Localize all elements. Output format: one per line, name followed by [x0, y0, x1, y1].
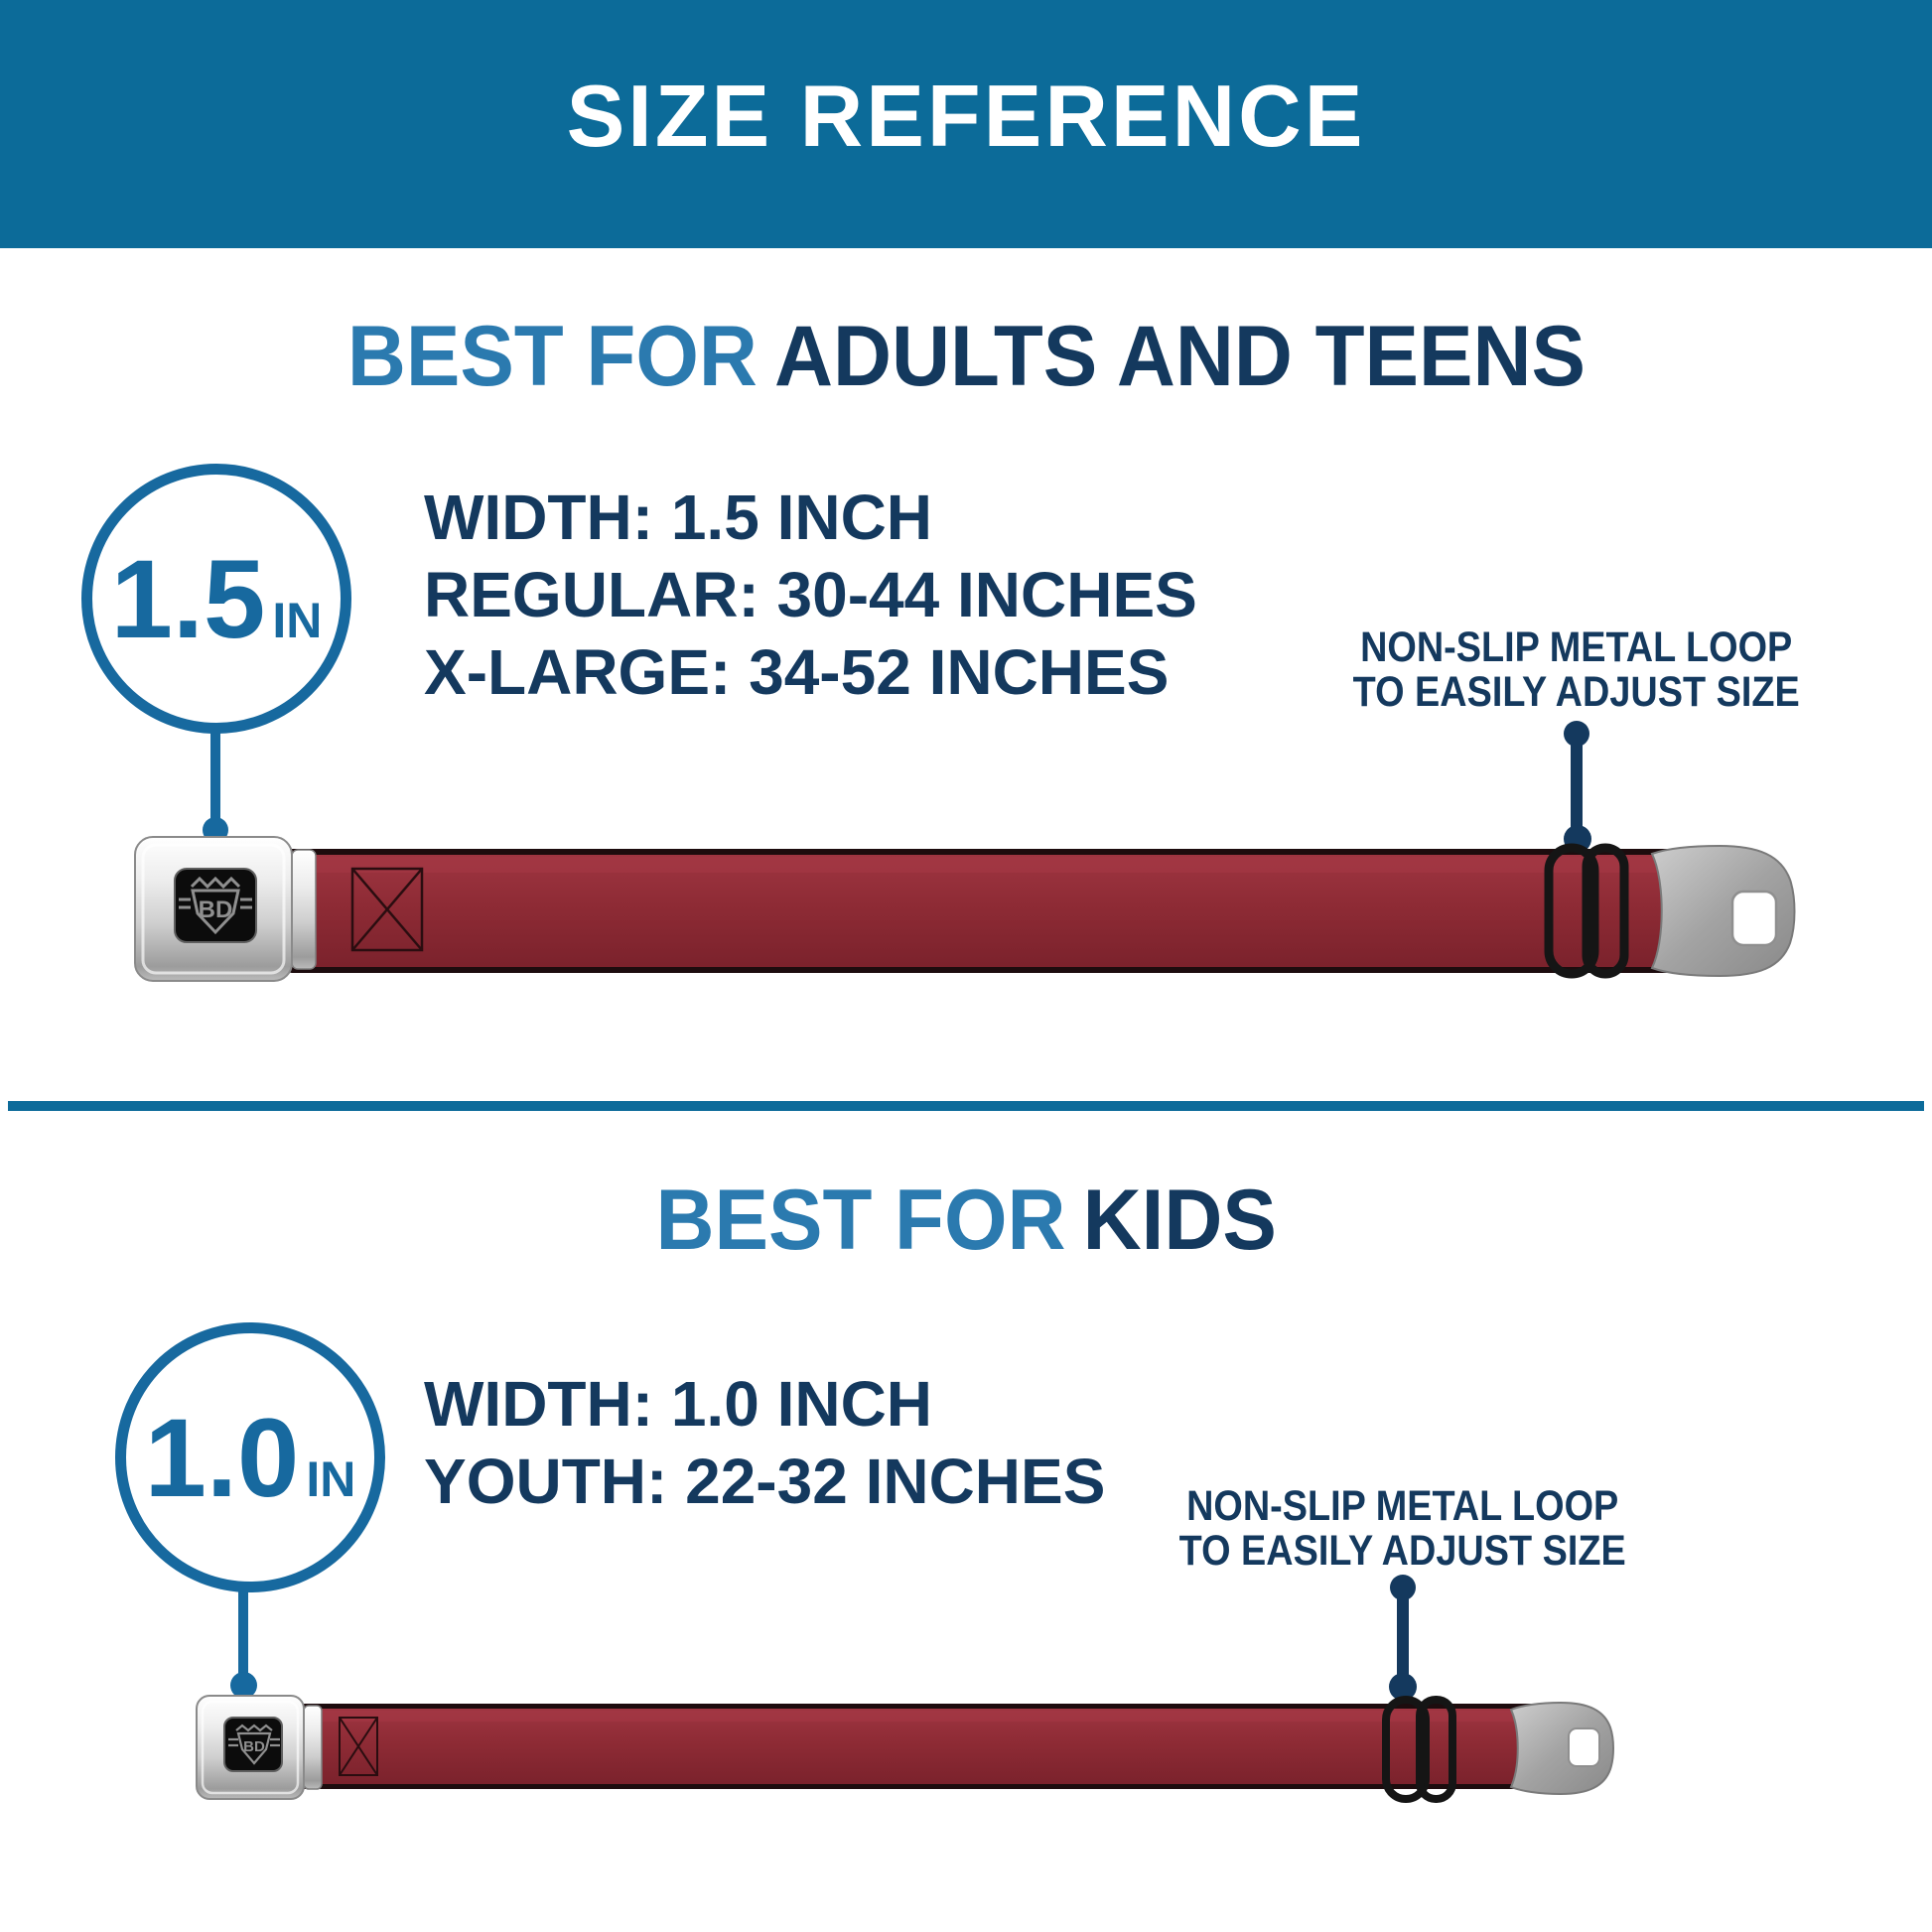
spec-line: WIDTH: 1.5 INCH — [424, 482, 932, 553]
spec-list-kids: WIDTH: 1.0 INCH YOUTH: 22-32 INCHES — [424, 1365, 1105, 1520]
callout-pointer-line-kids — [1397, 1596, 1409, 1680]
spec-line: X-LARGE: 34-52 INCHES — [424, 636, 1170, 708]
buckle-logo-icon — [179, 876, 252, 935]
width-badge-adults: 1.5 IN — [81, 464, 351, 734]
heading-best-for: BEST FOR — [346, 309, 758, 404]
callout-line: NON-SLIP METAL LOOP — [1186, 1482, 1619, 1530]
callout-line: TO EASILY ADJUST SIZE — [1178, 1527, 1627, 1575]
badge-text: 1.5 IN — [111, 535, 323, 663]
header-banner: SIZE REFERENCE — [0, 0, 1932, 248]
buckle-window — [174, 868, 257, 943]
section-heading-kids: BEST FOR KIDS — [0, 1173, 1932, 1267]
seatbelt-buckle: BD — [134, 836, 317, 982]
heading-audience-adults: ADULTS AND TEENS — [773, 309, 1586, 404]
box-x-stitch-icon — [339, 1717, 378, 1776]
spec-line: WIDTH: 1.0 INCH — [424, 1368, 932, 1440]
slide-adjuster-loop — [1544, 843, 1629, 979]
badge-value: 1.0 — [144, 1395, 300, 1520]
callout-pointer-line-adults — [1571, 743, 1583, 830]
belt-image-kids: BD — [196, 1695, 1614, 1803]
adjuster-callout-adults: NON-SLIP METAL LOOP TO EASILY ADJUST SIZ… — [1279, 625, 1874, 715]
belt-strap — [300, 1704, 1541, 1789]
badge-unit: IN — [272, 592, 323, 648]
buckle-logo-icon — [228, 1724, 280, 1765]
tip-slot — [1568, 1727, 1600, 1767]
heading-best-for: BEST FOR — [655, 1173, 1066, 1268]
spec-list-adults: WIDTH: 1.5 INCH REGULAR: 30-44 INCHES X-… — [424, 479, 1197, 711]
spec-line: YOUTH: 22-32 INCHES — [424, 1446, 1106, 1517]
callout-line: TO EASILY ADJUST SIZE — [1352, 668, 1801, 716]
width-badge-kids: 1.0 IN — [115, 1322, 385, 1592]
section-heading-adults: BEST FOR ADULTS AND TEENS — [0, 310, 1932, 403]
slide-adjuster-loop — [1382, 1696, 1456, 1803]
metal-belt-tip — [1650, 844, 1796, 978]
buckle-logo-text: BD — [243, 1738, 265, 1755]
adjuster-callout-kids: NON-SLIP METAL LOOP TO EASILY ADJUST SIZ… — [1105, 1484, 1701, 1574]
callout-line: NON-SLIP METAL LOOP — [1360, 623, 1793, 671]
seatbelt-buckle: BD — [196, 1695, 323, 1800]
buckle-logo-text: BD — [199, 897, 233, 923]
heading-audience-kids: KIDS — [1082, 1173, 1277, 1268]
spec-line: REGULAR: 30-44 INCHES — [424, 559, 1197, 630]
badge-pointer-line-adults — [210, 731, 220, 822]
belt-strap — [288, 849, 1683, 973]
box-x-stitch-icon — [350, 867, 424, 952]
callout-pointer-dot-top-kids — [1390, 1575, 1416, 1600]
badge-value: 1.5 — [110, 536, 266, 661]
badge-pointer-line-kids — [238, 1589, 248, 1677]
belt-image-adults: BD — [134, 836, 1796, 982]
badge-unit: IN — [306, 1450, 356, 1507]
metal-belt-tip — [1509, 1701, 1614, 1796]
callout-pointer-dot-top-adults — [1564, 721, 1589, 747]
buckle-window — [223, 1717, 283, 1772]
tip-slot — [1730, 890, 1778, 947]
badge-pointer-dot-kids — [230, 1672, 257, 1699]
page-title: SIZE REFERENCE — [566, 67, 1366, 165]
section-divider — [8, 1101, 1924, 1111]
badge-text: 1.0 IN — [145, 1394, 356, 1522]
